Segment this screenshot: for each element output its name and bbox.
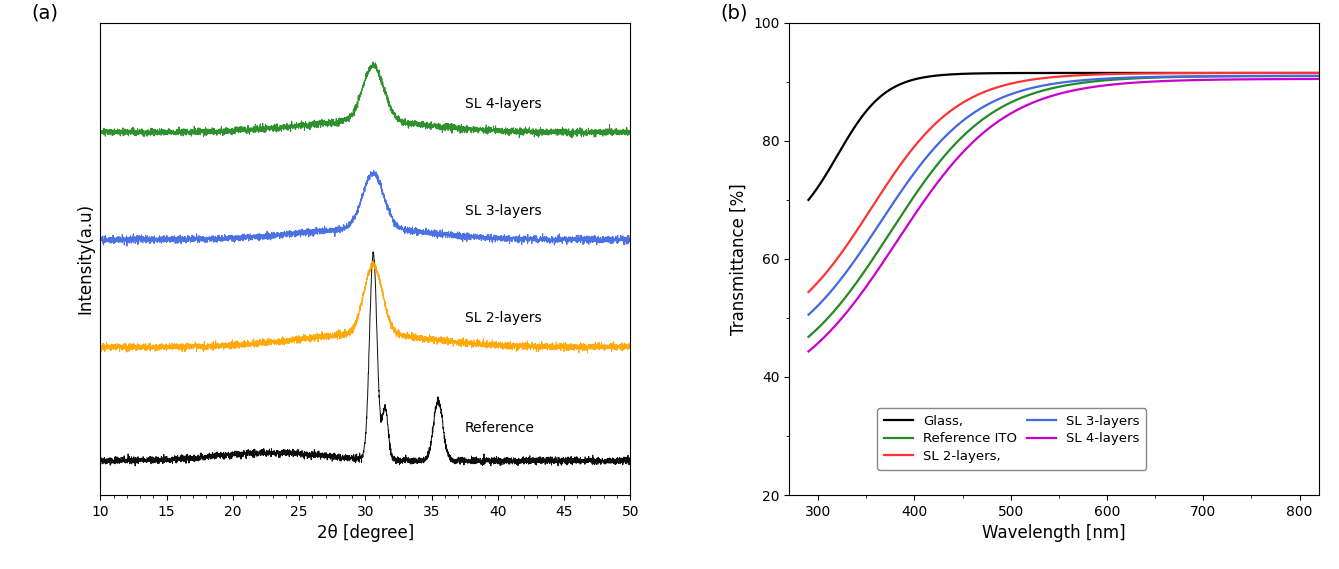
Y-axis label: Intensity(a.u): Intensity(a.u) [76,203,95,315]
Y-axis label: Transmittance [%]: Transmittance [%] [730,183,747,335]
X-axis label: 2θ [degree]: 2θ [degree] [317,524,414,542]
Text: Reference: Reference [465,421,534,435]
Text: (b): (b) [720,3,747,22]
Text: SL 2-layers: SL 2-layers [465,311,541,325]
Text: SL 4-layers: SL 4-layers [465,97,541,111]
Legend: Glass,, Reference ITO, SL 2-layers,, SL 3-layers, SL 4-layers: Glass,, Reference ITO, SL 2-layers,, SL … [877,408,1146,469]
Text: SL 3-layers: SL 3-layers [465,204,541,218]
Text: (a): (a) [32,3,59,22]
X-axis label: Wavelength [nm]: Wavelength [nm] [983,524,1126,542]
